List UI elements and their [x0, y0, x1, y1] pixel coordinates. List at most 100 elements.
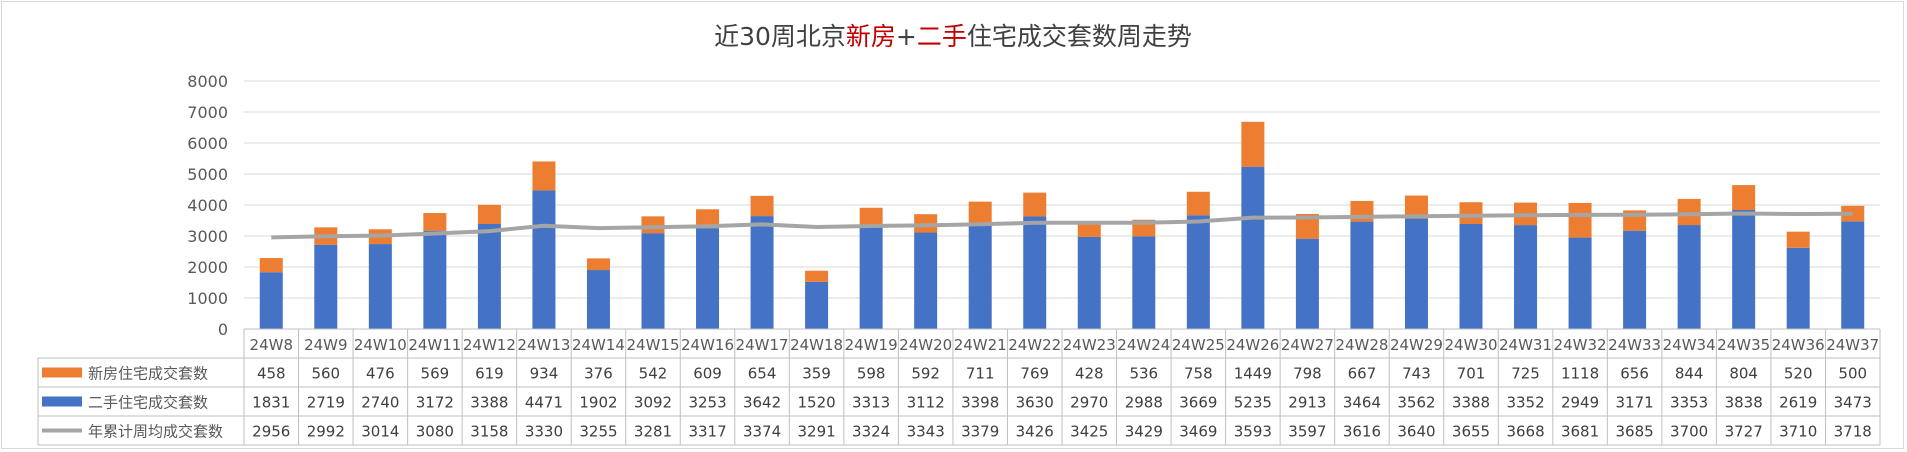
data-table-value: 2913 [1288, 394, 1326, 412]
x-category-label: 24W31 [1499, 336, 1552, 354]
x-category-label: 24W16 [681, 336, 734, 354]
x-category-label: 24W11 [408, 336, 461, 354]
x-category-label: 24W37 [1826, 336, 1879, 354]
bar-new-home [1186, 191, 1210, 216]
data-table-value: 3640 [1397, 423, 1435, 441]
bar-second-hand [1514, 225, 1538, 329]
bar-new-home [914, 214, 938, 233]
data-table-value: 3014 [361, 423, 399, 441]
data-table-value: 1449 [1234, 365, 1272, 383]
bar-second-hand [1350, 221, 1374, 329]
x-category-label: 24W28 [1335, 336, 1388, 354]
data-table-value: 3718 [1834, 423, 1872, 441]
bar-second-hand [1186, 215, 1210, 329]
data-table-value: 3464 [1343, 394, 1381, 412]
data-table-value: 1520 [798, 394, 836, 412]
data-table-value: 3313 [852, 394, 890, 412]
bar-second-hand [1023, 216, 1047, 329]
data-table-value: 619 [475, 365, 504, 383]
bar-new-home [968, 201, 992, 224]
data-table-value: 3655 [1452, 423, 1490, 441]
bar-second-hand [532, 190, 556, 329]
data-table-value: 3374 [743, 423, 781, 441]
bar-second-hand [1732, 210, 1756, 329]
data-table-value: 3172 [416, 394, 454, 412]
data-table-value: 376 [584, 365, 613, 383]
data-table-value: 844 [1675, 365, 1704, 383]
y-tick-label: 3000 [187, 227, 228, 246]
bar-second-hand [1241, 166, 1265, 329]
bar-new-home [696, 209, 720, 229]
legend-label: 年累计周均成交套数 [88, 423, 223, 441]
data-table-value: 769 [1020, 365, 1049, 383]
chart-title-part: 近30周北京 [714, 22, 846, 51]
x-category-label: 24W8 [250, 336, 293, 354]
data-table-value: 542 [639, 365, 668, 383]
x-category-label: 24W30 [1444, 336, 1497, 354]
data-table-value: 5235 [1234, 394, 1272, 412]
x-category-label: 24W29 [1390, 336, 1443, 354]
data-table-value: 934 [530, 365, 559, 383]
x-category-label: 24W36 [1772, 336, 1825, 354]
bar-new-home [586, 258, 610, 271]
data-table-value: 3642 [743, 394, 781, 412]
data-table-value: 3080 [416, 423, 454, 441]
data-table-value: 3112 [907, 394, 945, 412]
x-category-label: 24W14 [572, 336, 625, 354]
data-table-value: 2740 [361, 394, 399, 412]
data-table-value: 3425 [1070, 423, 1108, 441]
chart-title-part: 新房 [846, 22, 896, 51]
x-category-label: 24W10 [354, 336, 407, 354]
bar-second-hand [314, 244, 338, 329]
legend-label: 新房住宅成交套数 [88, 365, 208, 383]
data-table-value: 3597 [1288, 423, 1326, 441]
x-category-label: 24W23 [1063, 336, 1116, 354]
data-table-value: 458 [257, 365, 286, 383]
bar-second-hand [1841, 221, 1865, 329]
data-table-value: 1902 [579, 394, 617, 412]
x-category-label: 24W32 [1554, 336, 1607, 354]
chart-title-part: 二手 [917, 22, 967, 51]
bar-new-home [859, 207, 883, 227]
y-tick-label: 2000 [187, 258, 228, 277]
x-category-label: 24W9 [304, 336, 347, 354]
data-table-value: 2719 [307, 394, 345, 412]
chart-title: 近30周北京新房+二手住宅成交套数周走势 [714, 22, 1192, 51]
data-table-value: 3668 [1506, 423, 1544, 441]
x-category-label: 24W26 [1226, 336, 1279, 354]
bar-second-hand [1677, 225, 1701, 329]
bar-second-hand [1786, 247, 1810, 329]
bar-second-hand [1077, 236, 1101, 329]
data-table-value: 3685 [1616, 423, 1654, 441]
data-table-value: 500 [1838, 365, 1867, 383]
data-table-value: 359 [802, 365, 831, 383]
data-table-value: 3593 [1234, 423, 1272, 441]
x-category-label: 24W13 [517, 336, 570, 354]
data-table-value: 3317 [688, 423, 726, 441]
data-table-value: 3092 [634, 394, 672, 412]
data-table-value: 3426 [1016, 423, 1054, 441]
bar-new-home [423, 213, 447, 231]
data-table-value: 3291 [798, 423, 836, 441]
bar-second-hand [1459, 223, 1483, 329]
bar-new-home [1568, 202, 1592, 238]
bar-second-hand [641, 233, 665, 329]
data-table-value: 804 [1729, 365, 1758, 383]
data-table-value: 3324 [852, 423, 890, 441]
bar-new-home [1459, 202, 1483, 224]
chart-title-part: + [896, 22, 917, 51]
chart-title-part: 住宅成交套数周走势 [967, 22, 1192, 51]
x-category-label: 24W12 [463, 336, 516, 354]
data-table-value: 711 [966, 365, 995, 383]
data-table-value: 3838 [1725, 394, 1763, 412]
data-table-value: 3353 [1670, 394, 1708, 412]
bar-second-hand [696, 228, 720, 329]
data-table-value: 3253 [688, 394, 726, 412]
bar-second-hand [859, 226, 883, 329]
bar-new-home [805, 270, 829, 282]
data-table-value: 3681 [1561, 423, 1599, 441]
y-tick-label: 4000 [187, 196, 228, 215]
bar-second-hand [1568, 237, 1592, 329]
